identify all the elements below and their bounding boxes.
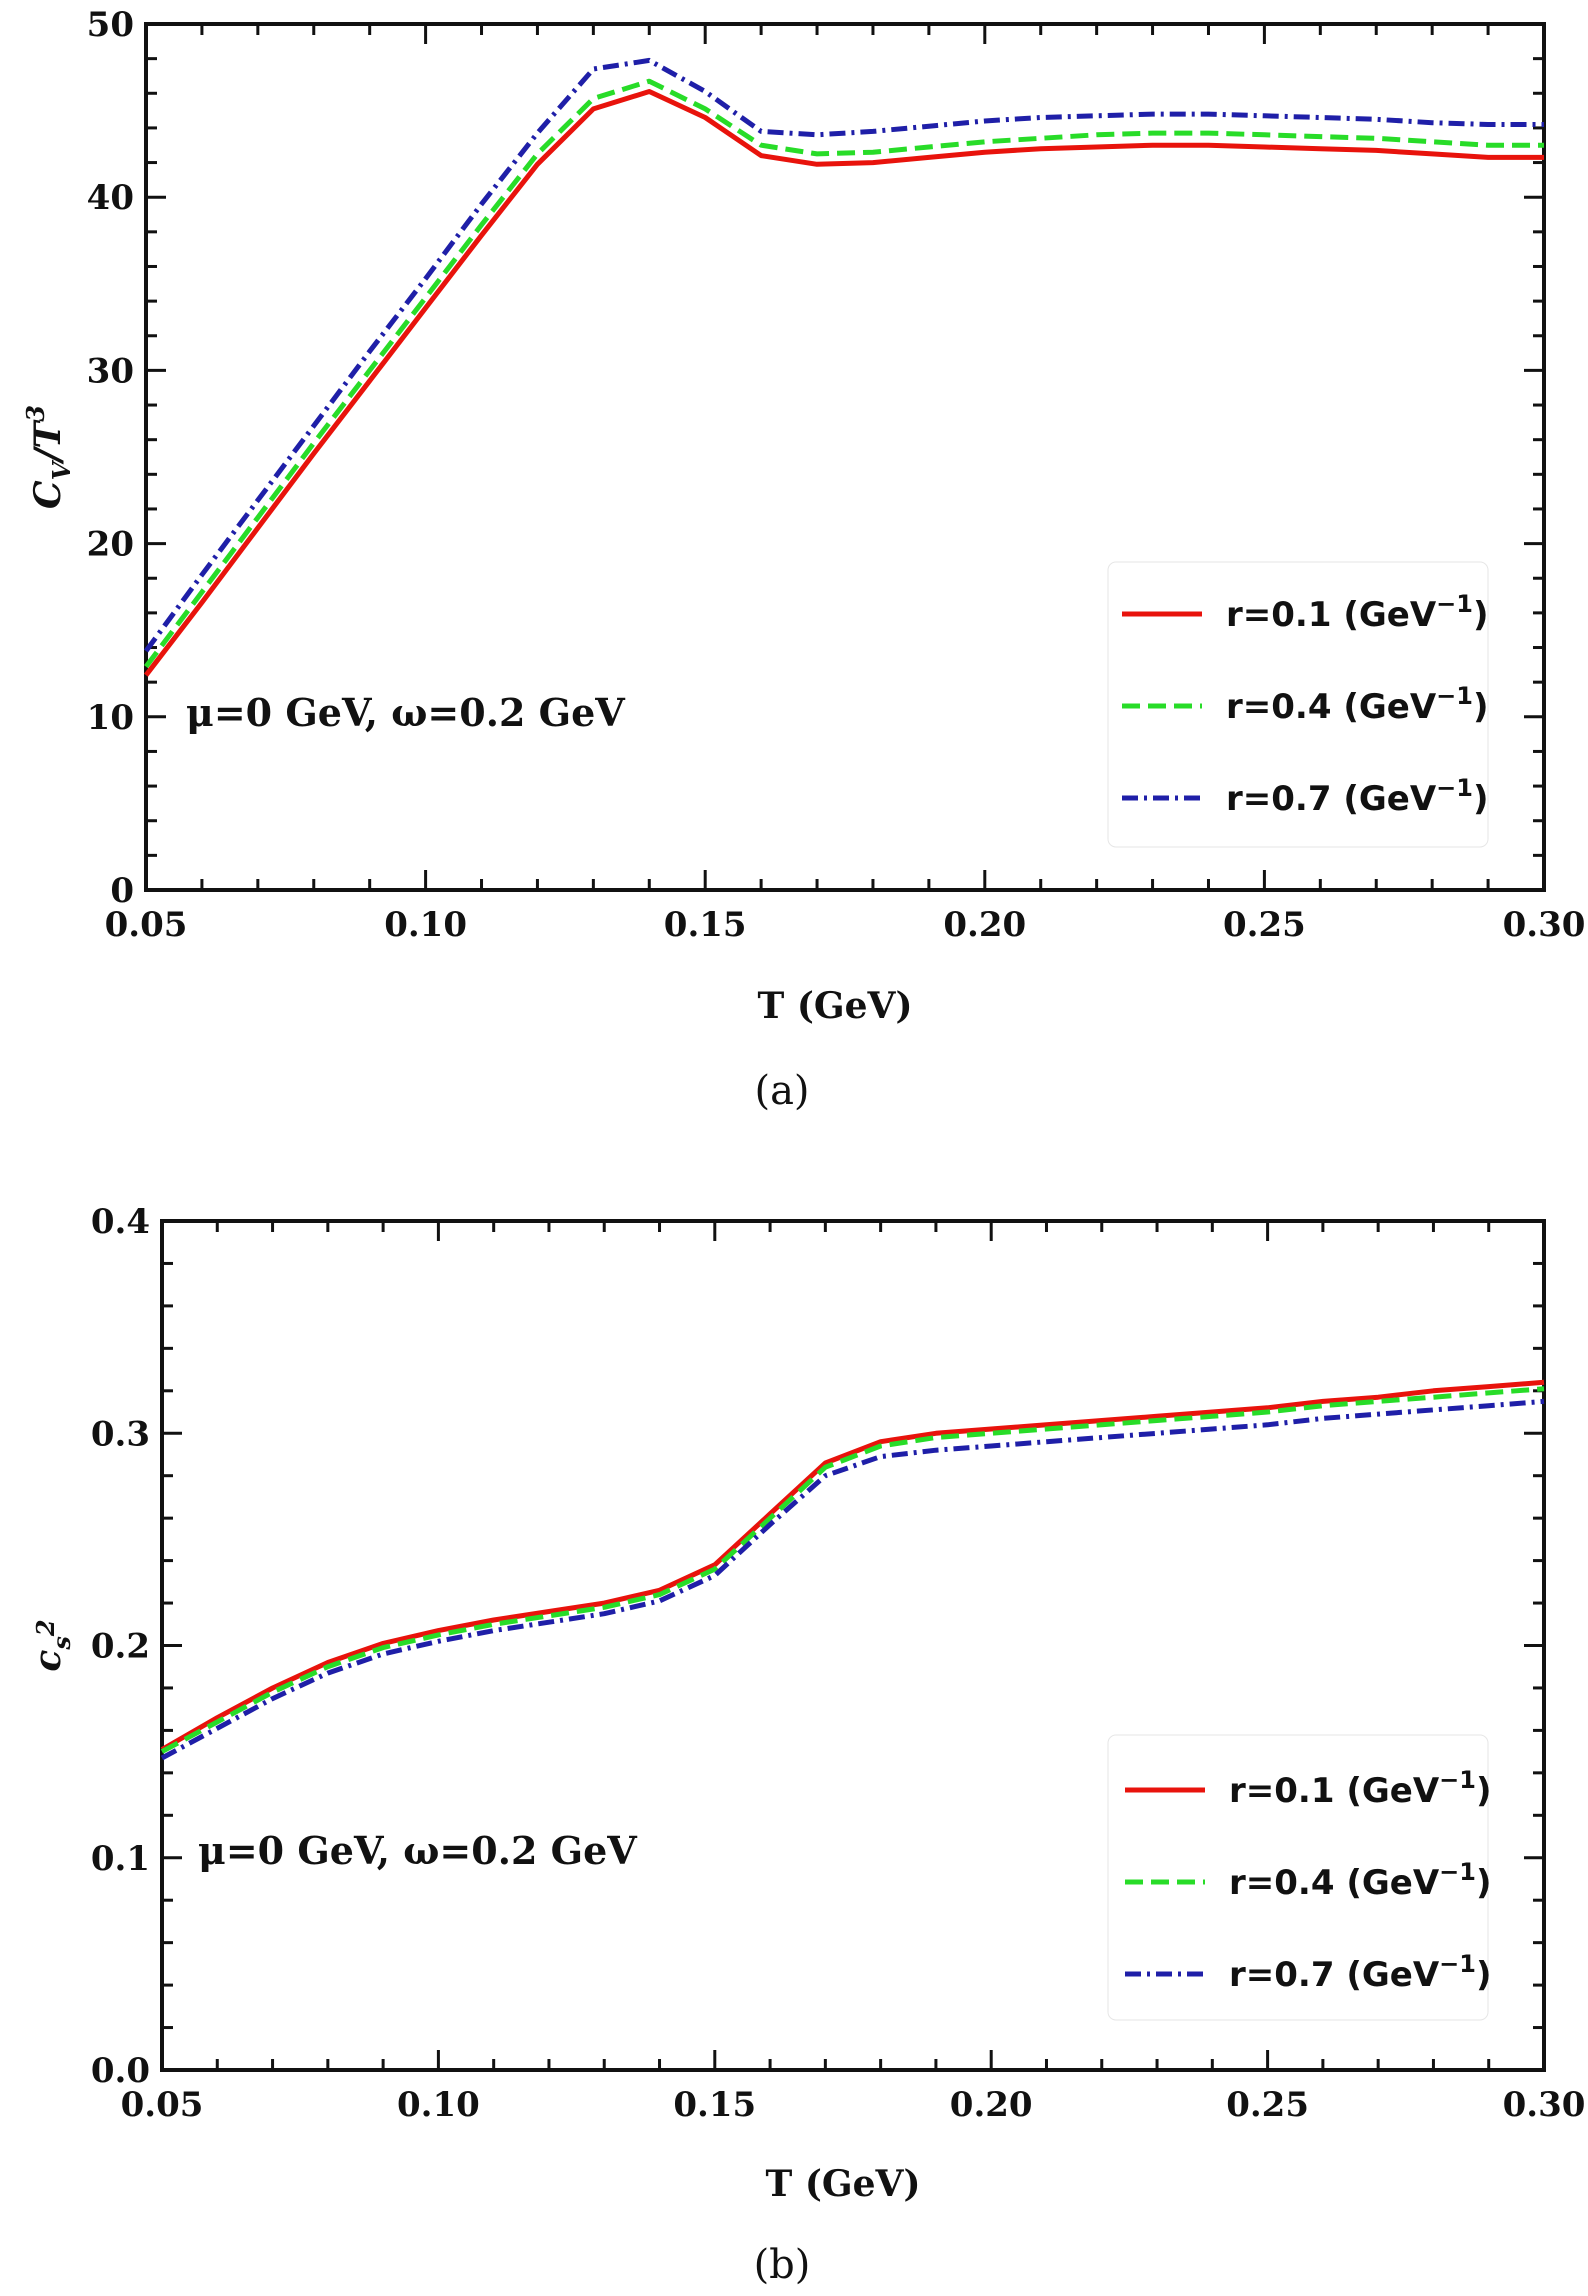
legend-sup: −1 [1439, 1766, 1476, 1794]
y-tick-label: 0.3 [91, 1414, 150, 1454]
legend-close: ) [1476, 1863, 1492, 1903]
legend-name: r=0.4 (GeV [1229, 1863, 1440, 1903]
x-axis-title: T (GeV) [758, 985, 913, 1027]
y-axis-title: CV/T3 [21, 405, 76, 509]
x-tick-label: 0.10 [384, 905, 467, 945]
y-title-main: C [27, 480, 69, 509]
legend-name: r=0.7 (GeV [1229, 1955, 1440, 1995]
y-title-sup: 3 [21, 405, 50, 422]
legend-close: ) [1473, 595, 1489, 635]
series-line-2 [144, 78, 1544, 669]
y-title-rest: /T [27, 420, 69, 465]
legend-sup: −1 [1436, 590, 1473, 618]
y-tick-label: 20 [87, 525, 134, 565]
legend: r=0.1 (GeV−1)r=0.4 (GeV−1)r=0.7 (GeV−1) [1107, 1734, 1492, 2021]
x-tick-label: 0.15 [673, 2085, 756, 2125]
y-tick-label: 50 [87, 5, 134, 45]
legend-label-2: r=0.4 (GeV−1) [1226, 682, 1489, 727]
panel-caption: (b) [754, 2242, 811, 2288]
chart-panel-b: 0.05 0.10 0.15 0.20 0.25 0.30 0.0 0.1 0.2 0.3 0.4 μ… [27, 1202, 1585, 2288]
y-tick-label: 0.2 [91, 1627, 150, 1667]
x-tick-label: 0.25 [1223, 905, 1306, 945]
y-tick-label: 0.1 [91, 1839, 150, 1879]
legend-label-1: r=0.1 (GeV−1) [1229, 1766, 1492, 1811]
legend-label-3: r=0.7 (GeV−1) [1226, 774, 1489, 819]
x-tick-label: 0.30 [1503, 2085, 1586, 2125]
y-tick-label: 10 [87, 698, 134, 738]
y-tick-label: 30 [87, 351, 134, 391]
legend: r=0.1 (GeV−1)r=0.4 (GeV−1)r=0.7 (GeV−1) [1107, 561, 1489, 848]
series-line-2 [160, 1386, 1545, 1754]
legend-name: r=0.1 (GeV [1226, 595, 1437, 635]
y-tick-label: 0 [110, 871, 134, 911]
x-tick-label: 0.20 [943, 905, 1026, 945]
legend-label-2: r=0.4 (GeV−1) [1229, 1858, 1492, 1903]
x-tick-label: 0.20 [950, 2085, 1033, 2125]
x-tick-label: 0.10 [397, 2085, 480, 2125]
chart-annotation: μ=0 GeV, ω=0.2 GeV [198, 1828, 638, 1873]
y-title-sub: V [47, 459, 76, 480]
legend-sup: −1 [1436, 682, 1473, 710]
legend-sup: −1 [1439, 1858, 1476, 1886]
legend-box [1107, 561, 1489, 848]
legend-sup: −1 [1436, 774, 1473, 802]
y-title-sub: s [47, 1636, 76, 1651]
series-line-3 [160, 1398, 1545, 1761]
x-axis-title: T (GeV) [766, 2163, 921, 2205]
legend-label-1: r=0.1 (GeV−1) [1226, 590, 1489, 635]
legend-sup: −1 [1439, 1950, 1476, 1978]
x-tick-label: 0.15 [664, 905, 747, 945]
legend-name: r=0.4 (GeV [1226, 687, 1437, 727]
series-line-3 [143, 57, 1544, 653]
y-title-main: c [27, 1650, 69, 1672]
series-line-1 [144, 89, 1544, 677]
legend-name: r=0.1 (GeV [1229, 1771, 1440, 1811]
chart-annotation: μ=0 GeV, ω=0.2 GeV [186, 690, 626, 735]
legend-label-3: r=0.7 (GeV−1) [1229, 1950, 1492, 1995]
y-tick-label: 40 [87, 178, 134, 218]
legend-close: ) [1473, 687, 1489, 727]
chart-panel-a: 0.05 0.10 0.15 0.20 0.25 0.30 0 10 20 30 40 50 μ=0 G… [21, 5, 1585, 1114]
legend-close: ) [1473, 779, 1489, 819]
legend-name: r=0.7 (GeV [1226, 779, 1437, 819]
legend-close: ) [1476, 1955, 1492, 1995]
y-tick-label: 0.0 [91, 2051, 150, 2091]
series-line-1 [160, 1379, 1545, 1752]
y-tick-label: 0.4 [91, 1202, 150, 1242]
x-tick-label: 0.05 [105, 905, 188, 945]
y-axis-title: cs2 [27, 1619, 76, 1671]
x-tick-label: 0.25 [1226, 2085, 1309, 2125]
plot-frame [144, 22, 1546, 892]
panel-caption: (a) [754, 1068, 809, 1114]
legend-box [1107, 1734, 1489, 2021]
legend-close: ) [1476, 1771, 1492, 1811]
y-title-sup: 2 [31, 1619, 60, 1637]
x-tick-label: 0.30 [1503, 905, 1586, 945]
x-tick-label: 0.05 [121, 2085, 204, 2125]
